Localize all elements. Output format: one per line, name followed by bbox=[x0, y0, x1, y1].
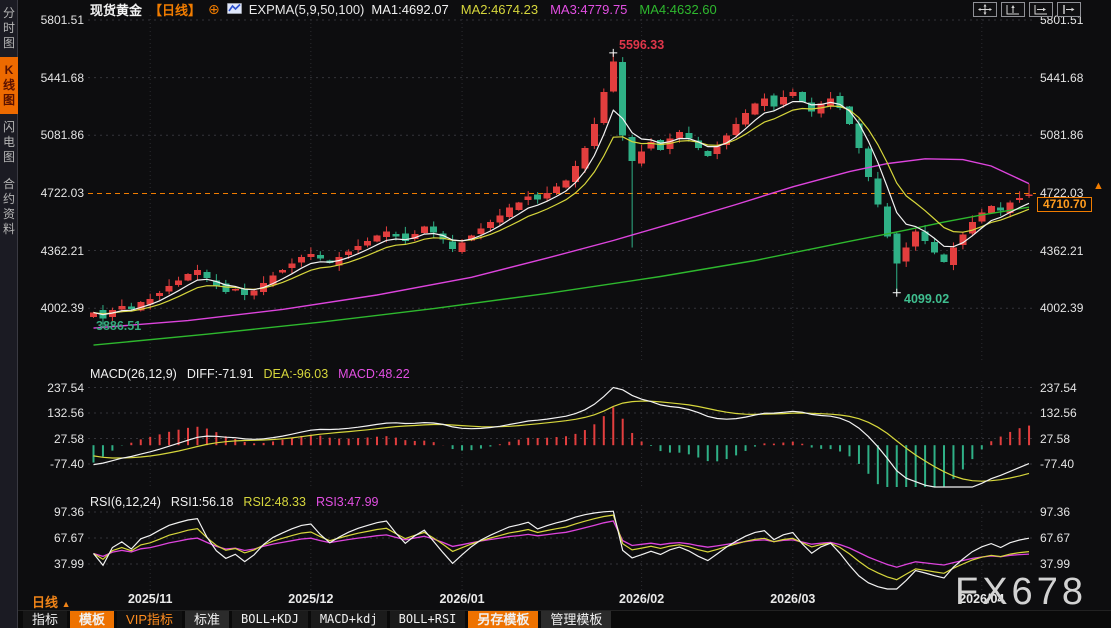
date-label: 2025/12 bbox=[288, 592, 334, 606]
rsi3-value: RSI3:47.99 bbox=[315, 495, 379, 509]
high-price-annotation: 5596.33 bbox=[619, 38, 665, 52]
indicator-chart-icon bbox=[226, 2, 243, 17]
axis-label: 97.36 bbox=[53, 505, 84, 519]
date-label: 2026/04 bbox=[959, 592, 1005, 606]
ma-legend: MA1:4692.07 MA2:4674.23 MA3:4779.75 MA4:463… bbox=[371, 2, 716, 17]
toolbar-button[interactable]: VIP指标 bbox=[117, 611, 182, 628]
date-label: 2026/03 bbox=[770, 592, 816, 606]
ma-legend-item: MA3:4779.75 bbox=[550, 1, 628, 17]
date-label: 2026/02 bbox=[619, 592, 665, 606]
macd-dea-value: DEA:-96.03 bbox=[263, 367, 329, 381]
axis-label: 4002.39 bbox=[40, 301, 84, 316]
toolbar-button[interactable]: 指标 bbox=[23, 611, 68, 628]
ma-legend-item: MA1:4692.07 bbox=[371, 1, 449, 17]
sidebar-tab[interactable]: 闪电图 bbox=[2, 120, 15, 164]
axis-label: 97.36 bbox=[1040, 505, 1071, 519]
period-badge: 【日线】 bbox=[149, 2, 202, 18]
axis-label: 27.58 bbox=[1040, 431, 1071, 446]
indicator-name-label: EXPMA(5,9,50,100) bbox=[248, 1, 365, 17]
axis-label: 5081.86 bbox=[1040, 128, 1084, 143]
start-low-annotation: 3886.51 bbox=[96, 319, 142, 333]
toolbar-button[interactable]: 另存模板 bbox=[468, 611, 539, 628]
toolbar-button[interactable]: 管理模板 bbox=[541, 611, 612, 628]
chart-header: 现货黄金 【日线】 ⊕ EXPMA(5,9,50,100) MA1:4692.0… bbox=[90, 1, 717, 18]
axis-label: 132.56 bbox=[47, 406, 84, 420]
axis-zoom-horizontal-icon[interactable] bbox=[1029, 2, 1053, 17]
period-selector-label: 日线 bbox=[32, 595, 59, 610]
axis-label: 237.54 bbox=[47, 380, 84, 395]
axis-label: 5801.51 bbox=[40, 13, 84, 27]
sidebar-tab[interactable]: 分时图 bbox=[2, 6, 15, 50]
toolbar-button[interactable]: 模板 bbox=[70, 611, 115, 628]
bottom-toolbar: 指标 模板 VIP指标 标准 BOLL+KDJ MACD+kdj BOLL+RSI 另存模板管… bbox=[18, 610, 1111, 628]
axis-label: 4002.39 bbox=[1040, 301, 1084, 316]
axis-label: 37.99 bbox=[1040, 557, 1071, 571]
axis-label: 4362.21 bbox=[1040, 243, 1084, 258]
date-label: 2026/01 bbox=[439, 592, 485, 606]
axis-label: 27.58 bbox=[53, 431, 84, 446]
rsi2-value: RSI2:48.33 bbox=[243, 495, 306, 509]
axis-zoom-vertical-icon[interactable] bbox=[1001, 2, 1025, 17]
rsi-title: RSI(6,12,24) bbox=[90, 495, 161, 509]
price-up-arrow-icon: ▲ bbox=[1093, 180, 1104, 192]
chart-tools bbox=[973, 2, 1081, 17]
symbol-name: 现货黄金 bbox=[90, 2, 143, 18]
last-price-tag: 4710.70 bbox=[1037, 197, 1093, 212]
macd-title: MACD(26,12,9) bbox=[90, 367, 177, 381]
axis-label: 5081.86 bbox=[40, 128, 84, 143]
axis-label: 132.56 bbox=[1040, 406, 1077, 420]
rsi-header: RSI(6,12,24) RSI1:56.18 RSI2:48.33 RSI3:… bbox=[90, 495, 379, 509]
axis-label: 67.67 bbox=[1040, 531, 1071, 545]
axis-label: 237.54 bbox=[1040, 380, 1077, 395]
axis-label: 67.67 bbox=[53, 531, 84, 545]
ma-legend-item: MA4:4632.60 bbox=[639, 1, 717, 17]
axis-label: -77.40 bbox=[1040, 456, 1075, 471]
macd-macd-value: MACD:48.22 bbox=[338, 367, 410, 381]
crosshair-icon[interactable] bbox=[973, 2, 997, 17]
toolbar-button[interactable]: MACD+kdj bbox=[310, 611, 387, 628]
axis-label: 5441.68 bbox=[1040, 70, 1084, 85]
shift-right-icon[interactable] bbox=[1057, 2, 1081, 17]
period-selector[interactable]: 日线 ▲ bbox=[32, 592, 71, 611]
axis-label: 4722.03 bbox=[40, 185, 84, 200]
rsi1-value: RSI1:56.18 bbox=[170, 495, 234, 509]
axis-label: -77.40 bbox=[49, 456, 84, 471]
add-indicator-icon[interactable]: ⊕ bbox=[208, 1, 220, 17]
macd-header: MACD(26,12,9) DIFF:-71.91 DEA:-96.03 MAC… bbox=[90, 367, 410, 381]
watermark: FX678 bbox=[955, 571, 1087, 613]
sidebar-tab[interactable]: K线图 bbox=[0, 57, 18, 114]
ma-legend-item: MA2:4674.23 bbox=[460, 1, 539, 17]
toolbar-button[interactable]: BOLL+RSI bbox=[389, 611, 466, 628]
sidebar-tab[interactable]: 合约资料 bbox=[2, 177, 15, 236]
low-price-annotation: 4099.02 bbox=[904, 292, 950, 306]
axis-label: 4362.21 bbox=[40, 243, 84, 258]
macd-diff-value: DIFF:-71.91 bbox=[186, 367, 254, 381]
left-sidebar: 分时图 K线图闪电图合约资料 bbox=[0, 0, 18, 628]
axis-label: 4722.03 bbox=[1040, 185, 1084, 200]
toolbar-button[interactable]: 标准 bbox=[185, 611, 230, 628]
axis-label: 37.99 bbox=[53, 557, 84, 571]
toolbar-button[interactable]: BOLL+KDJ bbox=[232, 611, 308, 628]
axis-label: 5441.68 bbox=[40, 70, 84, 85]
period-selector-arrow-icon: ▲ bbox=[61, 599, 71, 609]
date-label: 2025/11 bbox=[127, 592, 173, 606]
